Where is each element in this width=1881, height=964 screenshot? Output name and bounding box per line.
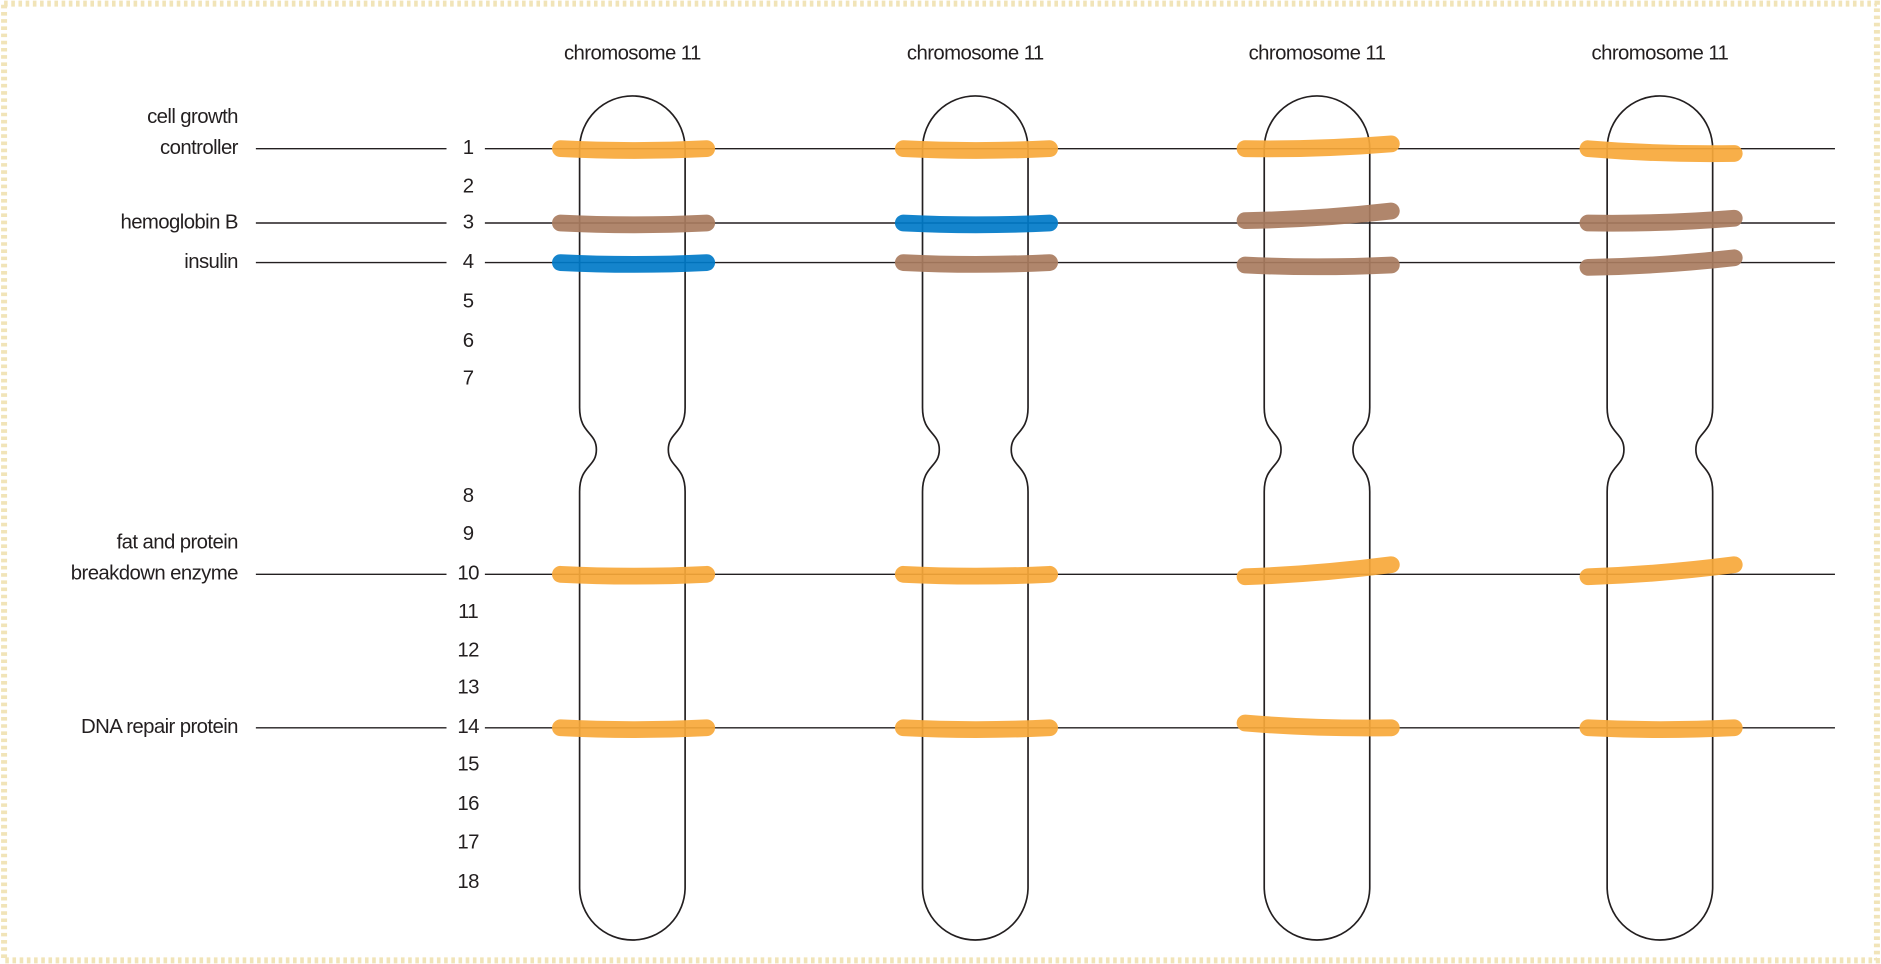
gene-label: hemoglobin B	[120, 211, 237, 233]
gene-band	[894, 719, 1059, 738]
position-number: 3	[463, 211, 474, 233]
gene-label: cell growth	[147, 106, 238, 128]
chromosome-label: chromosome 11	[564, 42, 701, 64]
position-number: 2	[463, 175, 474, 197]
gene-band	[552, 565, 716, 585]
gene-band	[894, 214, 1059, 234]
gene-band	[1579, 719, 1743, 738]
gene-band	[552, 140, 716, 159]
position-number: 10	[457, 563, 479, 585]
position-number: 4	[463, 251, 474, 273]
position-number: 17	[457, 831, 479, 853]
gene-label: insulin	[184, 251, 238, 273]
gene-band	[1236, 202, 1400, 230]
gene-band	[894, 140, 1059, 159]
gene-band	[1579, 140, 1743, 163]
position-number: 1	[463, 137, 474, 159]
gene-band	[1579, 209, 1743, 232]
position-number: 14	[457, 716, 479, 738]
position-number: 13	[457, 677, 479, 699]
gene-band	[552, 719, 716, 738]
position-number: 11	[458, 601, 478, 623]
gene-label: controller	[160, 137, 239, 159]
gene-band	[894, 254, 1059, 273]
gene-band	[1236, 256, 1400, 276]
position-number: 16	[457, 793, 479, 815]
gene-band	[1236, 135, 1400, 158]
position-number: 12	[457, 639, 479, 661]
chromosome-label: chromosome 11	[1592, 42, 1729, 64]
position-number: 18	[457, 871, 479, 893]
chromosome-label: chromosome 11	[907, 42, 1044, 64]
gene-band	[552, 214, 716, 234]
gene-band	[894, 565, 1059, 585]
position-number: 15	[457, 753, 479, 775]
gene-band	[1579, 556, 1743, 586]
gene-label: DNA repair protein	[81, 716, 238, 738]
chromosome-outline	[1606, 95, 1714, 941]
position-number: 7	[463, 367, 474, 389]
gene-label: fat and protein	[117, 532, 239, 554]
position-number: 6	[463, 330, 474, 352]
chromosome-outline	[578, 95, 686, 941]
gene-band	[1579, 249, 1743, 276]
position-number: 9	[463, 523, 474, 545]
gene-band	[1236, 714, 1400, 737]
position-number: 5	[463, 291, 474, 313]
chromosome-label: chromosome 11	[1249, 42, 1386, 64]
gene-band	[552, 254, 716, 273]
gene-band	[1236, 556, 1400, 586]
chromosome-outline	[1263, 95, 1371, 941]
position-number: 8	[463, 485, 474, 507]
chromosome-outline	[921, 95, 1029, 941]
gene-label: breakdown enzyme	[71, 563, 238, 585]
